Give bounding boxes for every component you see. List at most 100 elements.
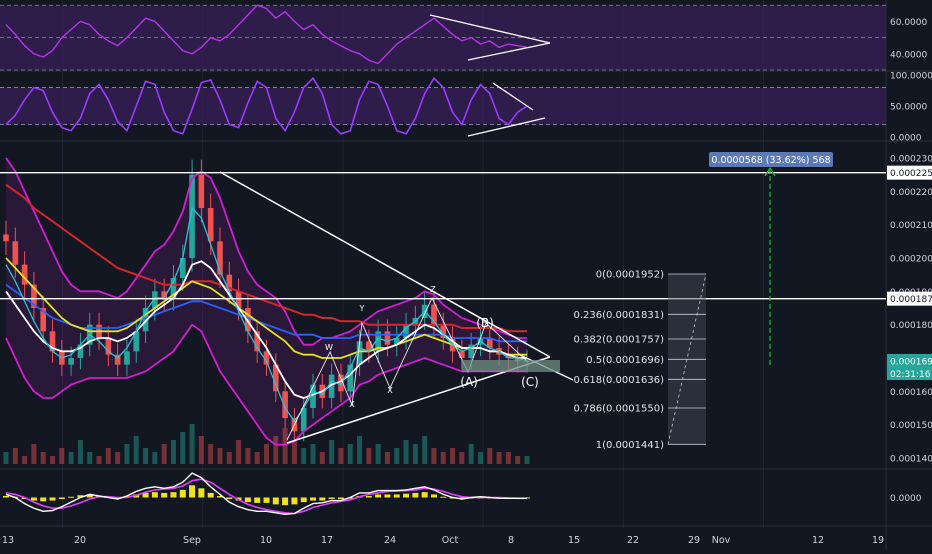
candle-body [375, 331, 381, 352]
volume-bar [189, 424, 195, 464]
macd-histogram-bar [403, 493, 410, 498]
candle-body [31, 284, 37, 308]
volume-bar [459, 452, 465, 464]
fib-level-label: 0.786(0.0001550) [573, 404, 664, 415]
candle-body [198, 174, 205, 208]
time-tick-label: 12 [812, 535, 824, 546]
measure-arrow [764, 166, 776, 177]
measure-label: 0.0000568 (33.62%) 568 [711, 155, 830, 166]
macd-histogram-bar [170, 492, 177, 498]
level-price-tag [887, 291, 932, 306]
macd-panel [3, 472, 530, 516]
volume-bar [431, 448, 437, 464]
macd-histogram-bar [337, 497, 344, 500]
volume-bar [487, 448, 493, 464]
macd-histogram-bar [77, 495, 84, 498]
time-tick-label: 24 [384, 535, 396, 546]
macd-histogram-bar [393, 494, 400, 498]
volume-bar [496, 452, 502, 464]
volume-bar [31, 444, 37, 464]
candle-body [514, 358, 521, 362]
level-price-tag [887, 165, 932, 180]
volume-bar [217, 448, 223, 464]
candle-body [189, 174, 195, 258]
macd-histogram-bar [310, 497, 317, 501]
volume-bar [264, 444, 269, 464]
wave-label: Y [359, 304, 365, 313]
macd-histogram-bar [68, 496, 75, 498]
level-price-tag-label: 0.0002256 [890, 169, 932, 179]
macd-histogram-bar [216, 495, 223, 498]
candle-body [468, 344, 474, 358]
candle-body [68, 358, 74, 365]
volume-bar [180, 432, 186, 464]
macd-histogram-bar [319, 497, 326, 501]
wave-label: (A) [460, 375, 478, 389]
macd-histogram-bar [421, 492, 428, 498]
macd-histogram-bar [375, 494, 382, 498]
candle-body [114, 354, 121, 365]
macd-line [5, 472, 527, 516]
wave-label: (B) [476, 316, 494, 330]
stoch-trendline-upper [492, 82, 534, 111]
volume-bar [329, 440, 335, 464]
volume-bar [291, 440, 297, 464]
volume-bar [301, 448, 307, 464]
volume-bar [477, 452, 483, 464]
ma-blue-line [5, 283, 527, 343]
candle-body [486, 338, 493, 348]
volume-bar [198, 436, 204, 464]
volume-bar [105, 448, 111, 464]
volume-bar [347, 444, 353, 464]
time-tick-label: 29 [688, 535, 700, 546]
fib-level-label: 0.382(0.0001757) [573, 335, 664, 346]
candle-body [366, 341, 372, 352]
price-panel: W X Y X Z (A) (B) (C) 0(0.0001952) 0.236(0.000183… [0, 152, 886, 464]
candle-body [338, 374, 344, 392]
macd-histogram-bar [179, 489, 186, 498]
candle-body [393, 338, 400, 345]
candle-body [235, 291, 242, 308]
macd-tick-label: 0.0000 [890, 494, 922, 504]
candle-body [356, 341, 363, 365]
macd-histogram-bar [254, 497, 261, 503]
candle-body [3, 234, 9, 242]
time-tick-label: 8 [508, 535, 514, 546]
volume-bar [3, 452, 9, 464]
candle-body [347, 364, 354, 392]
stoch-band [0, 87, 886, 125]
volume-bar [394, 448, 400, 464]
candle-body [161, 291, 167, 298]
volume-bar [403, 440, 409, 464]
volume-bar [87, 452, 93, 464]
macd-histogram-bar [142, 492, 149, 498]
macd-histogram-bar [291, 497, 298, 505]
candle-body [207, 208, 214, 242]
volume-bar [22, 456, 28, 464]
fib-level-label: 1(0.0001441) [596, 440, 664, 451]
stoch-rsi-panel [0, 76, 886, 137]
volume-bar [12, 448, 18, 464]
time-tick-label: Oct [442, 535, 459, 546]
wave-label: W [325, 343, 333, 352]
macd-histogram-bar [198, 488, 205, 498]
candle-body [105, 338, 112, 355]
volume-bar [161, 444, 167, 464]
candle-body [49, 331, 56, 352]
fib-level-label: 0.618(0.0001636) [573, 375, 664, 386]
candle-body [300, 408, 307, 432]
volume-bar [59, 448, 65, 464]
candle-body [124, 351, 130, 365]
ma-cyan-line [5, 206, 528, 423]
volume-bar [422, 436, 428, 464]
volume-bar [245, 448, 251, 464]
macd-histogram-bar [3, 495, 9, 498]
time-tick-label: 20 [74, 535, 86, 546]
ma-white-line [5, 260, 527, 399]
volume-bar [133, 436, 139, 464]
macd-histogram-bar [58, 497, 65, 500]
volume-bar [96, 456, 102, 464]
volume-bar [77, 440, 83, 464]
